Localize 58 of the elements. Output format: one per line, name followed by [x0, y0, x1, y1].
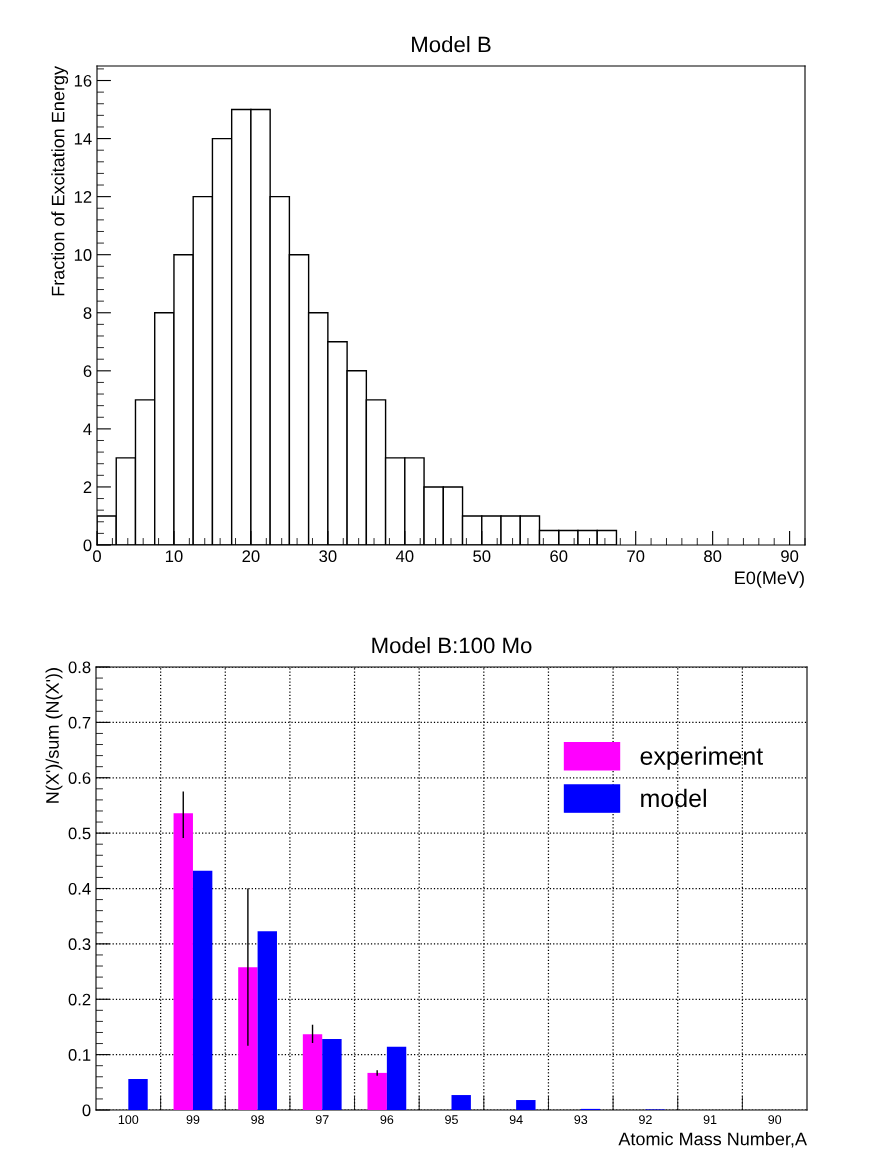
y-tick-label: 8 [83, 307, 92, 319]
x-tick-label: 30 [319, 550, 337, 563]
y-tick-label: 2 [83, 481, 92, 493]
y-tick-label: 0.5 [68, 827, 91, 840]
y-tick-label: 6 [83, 365, 92, 378]
legend-label: experiment [640, 746, 763, 770]
x-tick-label: 90 [768, 1115, 782, 1125]
y-axis-title: Fraction of Excitation Energy [51, 66, 69, 296]
y-tick-label: 0.8 [68, 661, 91, 674]
x-tick-label: 90 [781, 550, 799, 563]
y-tick-label: 0.2 [68, 993, 91, 1006]
y-tick-label: 0.4 [68, 882, 91, 895]
y-tick-label: 4 [83, 423, 92, 435]
legend-label: model [641, 788, 706, 808]
x-tick-label: 70 [627, 550, 645, 563]
bar [451, 1095, 471, 1110]
y-tick-label: 0 [83, 539, 92, 552]
x-tick-label: 98 [251, 1115, 264, 1125]
x-tick-label: 96 [380, 1115, 394, 1125]
bar [173, 813, 193, 1110]
x-tick-label: 60 [550, 550, 568, 563]
x-tick-label: 92 [639, 1115, 652, 1125]
y-tick-label: 0.3 [68, 938, 91, 951]
x-tick-label: 91 [703, 1115, 717, 1125]
y-tick-label: 16 [74, 74, 92, 87]
y-axis-title: N(X')/sum (N(X')) [45, 668, 63, 803]
bar [386, 1046, 407, 1110]
x-axis-title: Atomic Mass Number,A [618, 1132, 807, 1148]
x-tick-label: 40 [395, 550, 414, 563]
chart-title: Model B [412, 36, 491, 53]
bar [322, 1039, 342, 1110]
x-tick-label: 97 [315, 1115, 329, 1125]
x-tick-label: 99 [186, 1115, 200, 1125]
x-tick-label: 100 [118, 1115, 139, 1125]
y-tick-label: 14 [74, 133, 92, 145]
y-tick-label: 0.1 [68, 1049, 91, 1061]
bar [302, 1034, 323, 1110]
bar [238, 967, 258, 1110]
x-tick-label: 20 [242, 550, 260, 563]
bar [128, 1078, 148, 1110]
y-tick-label: 12 [74, 191, 92, 203]
bar [192, 870, 213, 1110]
bar [367, 1072, 387, 1110]
bar [516, 1100, 536, 1110]
x-tick-label: 94 [509, 1115, 523, 1125]
x-axis-title: E0(MeV) [735, 570, 804, 588]
x-tick-label: 10 [165, 550, 183, 563]
y-tick-label: 0 [82, 1104, 91, 1117]
x-tick-label: 95 [445, 1115, 458, 1125]
x-tick-label: 0 [93, 550, 101, 563]
x-tick-label: 93 [574, 1115, 588, 1125]
y-tick-label: 0.7 [68, 716, 91, 729]
chart-title: Model B:100 Mo [372, 637, 532, 654]
y-tick-label: 0.6 [68, 772, 91, 784]
x-tick-label: 80 [704, 550, 722, 563]
x-tick-label: 50 [473, 550, 491, 563]
y-tick-label: 10 [74, 249, 92, 261]
bar [257, 931, 277, 1110]
